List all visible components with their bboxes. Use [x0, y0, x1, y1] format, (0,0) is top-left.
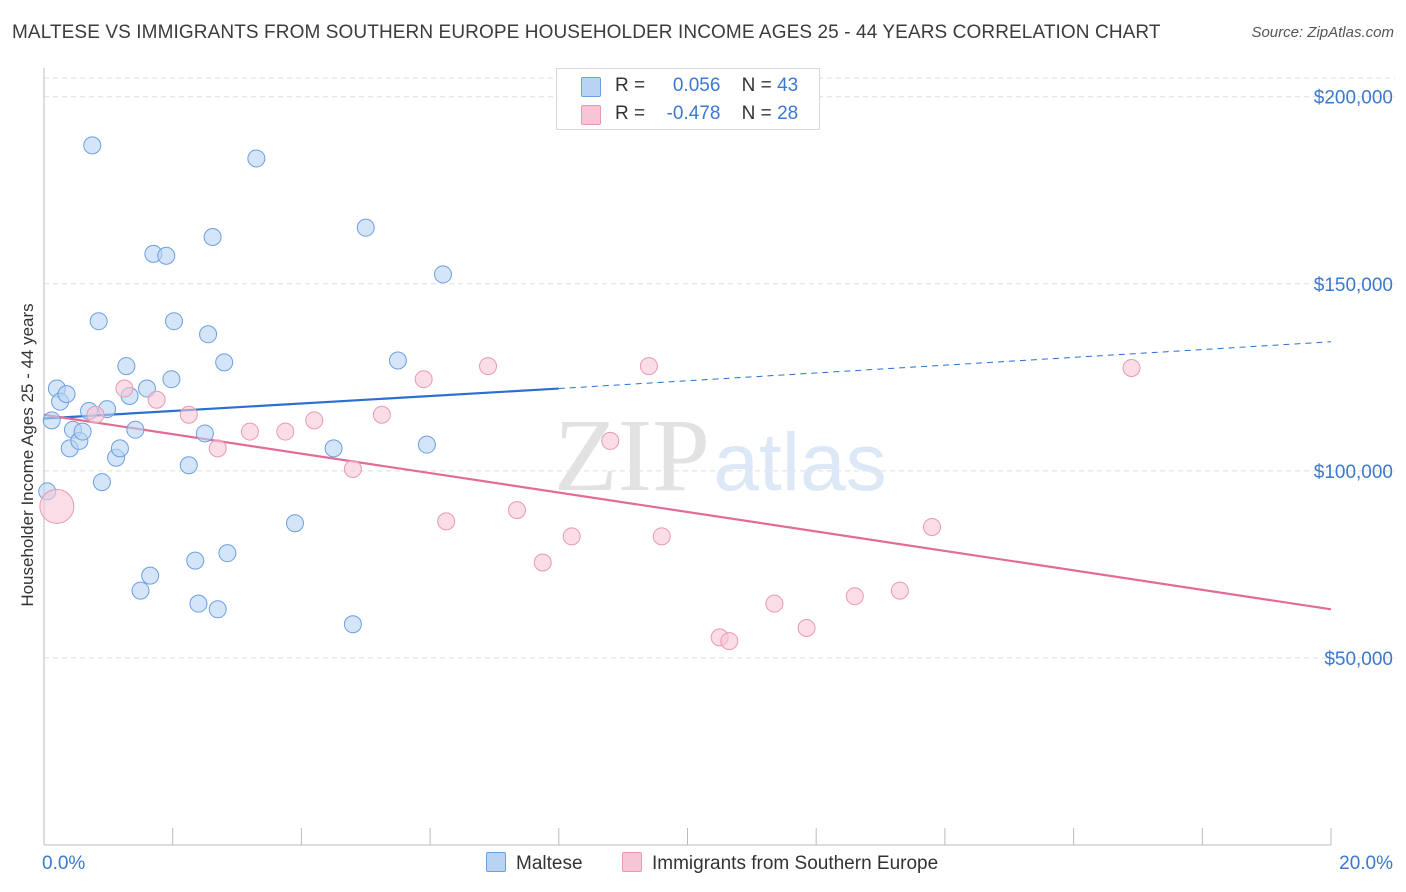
chart-title: MALTESE VS IMMIGRANTS FROM SOUTHERN EURO…: [12, 22, 1161, 43]
maltese-point: [131, 581, 150, 600]
immigrants-point: [765, 594, 784, 613]
maltese-point: [73, 422, 92, 441]
immigrants-point: [179, 405, 198, 424]
immigrants-point: [652, 527, 671, 546]
y-tick-label: $200,000: [1314, 88, 1393, 109]
legend-n-label: N =: [741, 103, 772, 124]
watermark-atlas: atlas: [713, 417, 886, 508]
correlation-legend: R = 0.056 N = 43 R = -0.478 N = 28: [556, 68, 820, 130]
maltese-point: [83, 136, 102, 155]
maltese-point: [141, 566, 160, 585]
maltese-point: [433, 265, 452, 284]
maltese-point: [247, 149, 266, 168]
x-tick-label-min: 0.0%: [42, 853, 85, 874]
maltese-point: [417, 435, 436, 454]
maltese-point: [179, 456, 198, 475]
maltese-trend-line: [43, 387, 559, 420]
immigrants-point: [437, 512, 456, 531]
bottom-legend-maltese: Maltese: [486, 852, 583, 875]
immigrants-point: [86, 405, 105, 424]
legend-swatch-maltese: [581, 77, 601, 97]
immigrants-point: [240, 422, 259, 441]
immigrants-point: [147, 390, 166, 409]
legend-n-value: 28: [777, 103, 799, 124]
legend-r-value: -0.478: [666, 103, 721, 124]
legend-swatch-immigrants: [581, 105, 601, 125]
immigrants-trend-line: [43, 413, 1332, 611]
maltese-point: [189, 594, 208, 613]
trend-lines: [43, 341, 1332, 611]
legend-n-value: 43: [777, 75, 799, 96]
maltese-point: [218, 544, 237, 563]
x-tick-label-max: 20.0%: [1339, 853, 1393, 874]
immigrants-point: [208, 439, 227, 458]
maltese-trend-extension: [558, 341, 1332, 390]
maltese-point: [117, 357, 136, 376]
data-points: [38, 136, 1141, 651]
maltese-point: [343, 615, 362, 634]
maltese-point: [195, 424, 214, 443]
immigrants-point: [343, 459, 362, 478]
axes: [43, 68, 1332, 846]
legend-n-label: N =: [741, 75, 772, 96]
y-tick-label: $150,000: [1314, 275, 1393, 296]
maltese-point: [89, 312, 108, 331]
source-label: Source: ZipAtlas.com: [1251, 24, 1394, 41]
maltese-point: [42, 411, 61, 430]
y-tick-label: $100,000: [1314, 462, 1393, 483]
immigrants-point: [923, 517, 942, 536]
bottom-legend-label-maltese: Maltese: [516, 853, 583, 874]
legend-r-label: R =: [615, 75, 646, 96]
immigrants-point: [533, 553, 552, 572]
maltese-point: [285, 514, 304, 533]
immigrants-point: [276, 422, 295, 441]
maltese-point: [157, 246, 176, 265]
maltese-point: [199, 325, 218, 344]
bottom-legend-swatch-immigrants: [622, 852, 642, 872]
maltese-point: [208, 600, 227, 619]
maltese-point: [57, 385, 76, 404]
immigrants-point: [562, 527, 581, 546]
tick-labels: $50,000 $100,000 $150,000 $200,000 0.0% 20.0%: [42, 88, 1393, 874]
y-tick-label: $50,000: [1324, 649, 1393, 670]
maltese-point: [324, 439, 343, 458]
maltese-point: [110, 439, 129, 458]
bottom-legend-label-immigrants: Immigrants from Southern Europe: [652, 853, 939, 874]
immigrants-point: [414, 370, 433, 389]
immigrants-point: [305, 411, 324, 430]
maltese-point: [186, 551, 205, 570]
gridlines: [44, 77, 1395, 659]
immigrants-point: [639, 357, 658, 376]
maltese-point: [215, 353, 234, 372]
immigrants-point: [845, 587, 864, 606]
legend-r-label: R =: [615, 103, 646, 124]
maltese-point: [356, 218, 375, 237]
immigrants-point: [115, 379, 134, 398]
legend-r-value: 0.056: [672, 75, 721, 96]
immigrants-point: [890, 581, 909, 600]
immigrants-point: [797, 618, 816, 637]
immigrants-point: [720, 632, 739, 651]
immigrants-point: [601, 431, 620, 450]
maltese-point: [92, 473, 111, 492]
immigrants-point: [39, 488, 75, 524]
maltese-point: [162, 370, 181, 389]
immigrants-point: [1122, 358, 1141, 377]
bottom-legend-swatch-maltese: [486, 852, 506, 872]
immigrants-point: [372, 405, 391, 424]
immigrants-point: [479, 357, 498, 376]
maltese-point: [203, 228, 222, 247]
watermark-zip: ZIP: [554, 398, 710, 513]
bottom-legend-immigrants: Immigrants from Southern Europe: [622, 852, 938, 875]
immigrants-point: [507, 501, 526, 520]
maltese-point: [164, 312, 183, 331]
maltese-point: [126, 420, 145, 439]
watermark: ZIP atlas: [554, 398, 887, 513]
maltese-point: [388, 351, 407, 370]
